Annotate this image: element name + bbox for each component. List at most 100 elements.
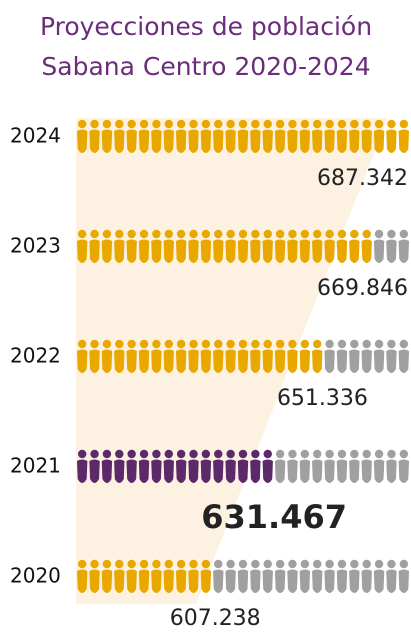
person-head <box>238 449 248 459</box>
person-body <box>361 569 372 593</box>
person-head <box>201 229 211 239</box>
person-body <box>76 129 88 153</box>
person-head <box>176 339 186 349</box>
person-head <box>251 229 260 239</box>
person-body <box>287 459 298 483</box>
person-body <box>349 129 360 153</box>
person-body <box>373 349 385 373</box>
person-head <box>152 339 161 349</box>
person-head <box>226 339 235 349</box>
person-head <box>226 559 235 569</box>
person-head <box>127 229 136 239</box>
person-head <box>226 119 235 129</box>
person-head <box>127 449 136 459</box>
person-body <box>324 349 335 373</box>
person-body <box>287 129 298 153</box>
person-head <box>102 559 112 569</box>
person-head <box>300 339 310 349</box>
person-body <box>237 349 249 373</box>
person-body <box>250 349 261 373</box>
chart-title: Proyecciones de población <box>40 12 372 41</box>
person-body <box>225 349 236 373</box>
person-head <box>176 559 186 569</box>
person-head <box>139 229 149 239</box>
person-head <box>77 339 87 349</box>
person-body <box>188 239 199 263</box>
person-head <box>152 559 161 569</box>
person-head <box>263 449 272 459</box>
person-body <box>151 349 162 373</box>
person-head <box>201 559 211 569</box>
person-body <box>274 129 286 153</box>
person-body <box>114 569 125 593</box>
person-head <box>313 339 322 349</box>
person-body <box>126 349 137 373</box>
person-head <box>251 119 260 129</box>
person-body <box>101 129 113 153</box>
person-body <box>299 239 311 263</box>
person-body <box>163 349 174 373</box>
person-body <box>188 129 199 153</box>
empty-icons <box>324 339 410 373</box>
person-body <box>163 129 174 153</box>
person-body <box>138 459 150 483</box>
person-body <box>324 459 335 483</box>
person-head <box>77 559 87 569</box>
chart-title: Sabana Centro 2020-2024 <box>41 52 370 81</box>
person-head <box>275 119 285 129</box>
empty-icons <box>373 229 410 263</box>
person-body <box>349 569 360 593</box>
person-head <box>127 339 136 349</box>
person-head <box>387 229 396 239</box>
person-body <box>200 569 212 593</box>
person-head <box>189 559 198 569</box>
person-head <box>288 339 297 349</box>
person-head <box>102 339 112 349</box>
person-head <box>189 449 198 459</box>
person-body <box>138 569 150 593</box>
person-head <box>399 229 409 239</box>
person-head <box>115 339 124 349</box>
person-head <box>350 449 359 459</box>
person-body <box>349 349 360 373</box>
person-head <box>201 119 211 129</box>
person-body <box>151 239 162 263</box>
person-head <box>251 449 260 459</box>
person-head <box>288 229 297 239</box>
person-body <box>175 569 187 593</box>
person-body <box>126 569 137 593</box>
person-body <box>324 569 335 593</box>
person-head <box>362 339 371 349</box>
person-head <box>263 559 272 569</box>
person-head <box>313 449 322 459</box>
person-head <box>176 449 186 459</box>
person-body <box>398 349 410 373</box>
person-body <box>138 239 150 263</box>
person-head <box>152 449 161 459</box>
person-head <box>214 229 223 239</box>
person-body <box>89 459 100 483</box>
person-body <box>114 459 125 483</box>
person-head <box>77 449 87 459</box>
person-head <box>275 339 285 349</box>
value-label: 687.342 <box>317 166 408 191</box>
person-body <box>299 569 311 593</box>
person-body <box>373 459 385 483</box>
person-body <box>312 129 323 153</box>
person-body <box>237 459 249 483</box>
person-head <box>374 449 384 459</box>
person-head <box>325 449 334 459</box>
person-body <box>225 129 236 153</box>
person-head <box>115 559 124 569</box>
person-body <box>89 129 100 153</box>
y-tick-label: 2021 <box>10 454 61 478</box>
person-body <box>101 459 113 483</box>
person-body <box>312 239 323 263</box>
person-head <box>337 339 347 349</box>
person-head <box>201 449 211 459</box>
person-body <box>200 349 212 373</box>
person-body <box>200 239 212 263</box>
person-head <box>152 119 161 129</box>
person-head <box>387 449 396 459</box>
person-body <box>299 459 311 483</box>
